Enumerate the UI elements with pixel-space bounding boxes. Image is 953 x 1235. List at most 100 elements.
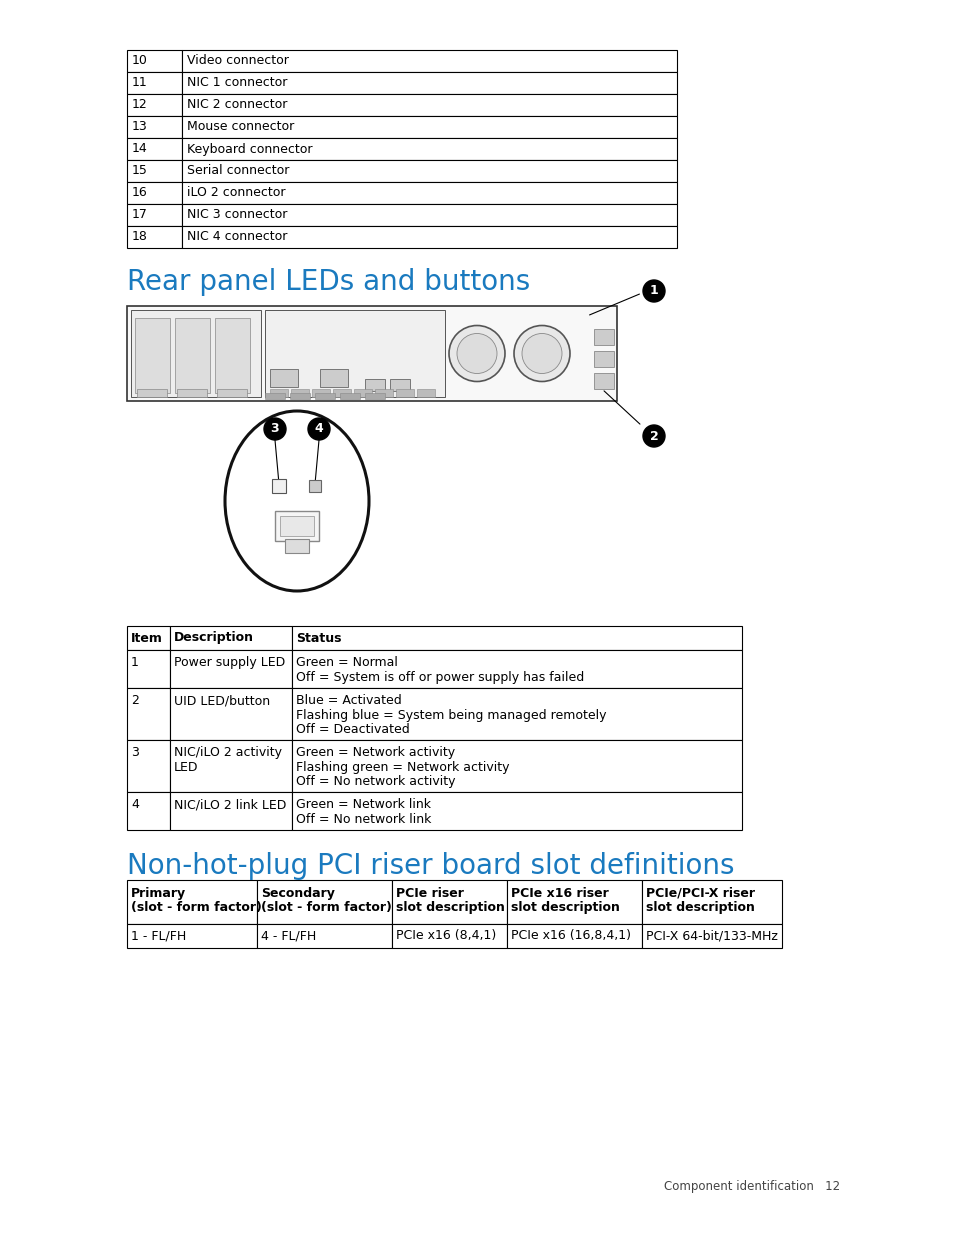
- Text: slot description: slot description: [645, 902, 754, 914]
- Bar: [127, 924, 256, 948]
- Text: 14: 14: [132, 142, 148, 156]
- Text: Component identification   12: Component identification 12: [663, 1179, 840, 1193]
- Bar: [333, 389, 351, 396]
- Text: NIC/iLO 2 link LED: NIC/iLO 2 link LED: [173, 798, 286, 811]
- Bar: [292, 740, 741, 792]
- Bar: [365, 379, 385, 391]
- Text: UID LED/button: UID LED/button: [173, 694, 270, 706]
- Bar: [127, 650, 170, 688]
- Bar: [127, 94, 182, 116]
- Text: Video connector: Video connector: [187, 54, 289, 68]
- Circle shape: [642, 425, 664, 447]
- Bar: [392, 881, 506, 924]
- Bar: [182, 94, 677, 116]
- Text: 15: 15: [132, 164, 148, 178]
- Bar: [256, 924, 392, 948]
- Bar: [506, 924, 641, 948]
- Bar: [319, 369, 348, 387]
- Bar: [127, 161, 182, 182]
- Bar: [354, 389, 372, 396]
- Bar: [641, 924, 781, 948]
- Bar: [280, 516, 314, 536]
- Text: Non-hot-plug PCI riser board slot definitions: Non-hot-plug PCI riser board slot defini…: [127, 852, 734, 881]
- Bar: [177, 389, 207, 396]
- Bar: [291, 389, 309, 396]
- Text: PCIe x16 riser: PCIe x16 riser: [511, 887, 608, 900]
- Circle shape: [449, 326, 504, 382]
- Bar: [131, 310, 261, 396]
- Bar: [170, 740, 292, 792]
- Text: Secondary: Secondary: [261, 887, 335, 900]
- Bar: [292, 792, 741, 830]
- Text: (slot - form factor): (slot - form factor): [261, 902, 392, 914]
- Bar: [292, 688, 741, 740]
- Bar: [170, 792, 292, 830]
- Circle shape: [264, 417, 286, 440]
- Bar: [416, 389, 435, 396]
- Text: NIC/iLO 2 activity: NIC/iLO 2 activity: [173, 746, 282, 760]
- Circle shape: [308, 417, 330, 440]
- Text: 18: 18: [132, 231, 148, 243]
- Bar: [135, 317, 170, 393]
- Text: Power supply LED: Power supply LED: [173, 656, 285, 669]
- Bar: [594, 373, 614, 389]
- Bar: [292, 650, 741, 688]
- Bar: [170, 626, 292, 650]
- Text: slot description: slot description: [395, 902, 504, 914]
- Bar: [127, 688, 170, 740]
- Bar: [265, 393, 285, 399]
- Bar: [127, 226, 182, 248]
- Bar: [309, 480, 320, 492]
- Text: 3: 3: [271, 422, 279, 436]
- Bar: [174, 317, 210, 393]
- Bar: [182, 204, 677, 226]
- Bar: [392, 924, 506, 948]
- Text: 1: 1: [649, 284, 658, 298]
- Text: NIC 2 connector: NIC 2 connector: [187, 99, 287, 111]
- Bar: [641, 881, 781, 924]
- Ellipse shape: [225, 411, 369, 592]
- Bar: [594, 351, 614, 367]
- Text: PCIe x16 (8,4,1): PCIe x16 (8,4,1): [395, 930, 496, 942]
- Bar: [314, 393, 335, 399]
- Text: 11: 11: [132, 77, 148, 89]
- Bar: [182, 138, 677, 161]
- Bar: [182, 182, 677, 204]
- Bar: [339, 393, 359, 399]
- Bar: [127, 881, 256, 924]
- Text: Flashing green = Network activity: Flashing green = Network activity: [295, 761, 509, 773]
- Text: LED: LED: [173, 761, 198, 774]
- Circle shape: [514, 326, 569, 382]
- Bar: [127, 740, 170, 792]
- Bar: [272, 479, 286, 493]
- Bar: [214, 317, 250, 393]
- Bar: [127, 138, 182, 161]
- Text: Status: Status: [295, 631, 341, 645]
- Bar: [270, 369, 297, 387]
- Text: Serial connector: Serial connector: [187, 164, 289, 178]
- Bar: [182, 226, 677, 248]
- Bar: [312, 389, 330, 396]
- Bar: [127, 72, 182, 94]
- Text: PCIe x16 (16,8,4,1): PCIe x16 (16,8,4,1): [511, 930, 630, 942]
- Bar: [395, 389, 414, 396]
- Text: iLO 2 connector: iLO 2 connector: [187, 186, 285, 200]
- Bar: [127, 204, 182, 226]
- Text: Off = No network activity: Off = No network activity: [295, 776, 455, 788]
- Bar: [182, 49, 677, 72]
- Bar: [506, 881, 641, 924]
- Text: PCI-X 64-bit/133-MHz: PCI-X 64-bit/133-MHz: [645, 930, 777, 942]
- Text: Description: Description: [173, 631, 253, 645]
- Bar: [170, 688, 292, 740]
- Text: PCIe/PCI-X riser: PCIe/PCI-X riser: [645, 887, 754, 900]
- Text: NIC 4 connector: NIC 4 connector: [187, 231, 287, 243]
- Bar: [375, 389, 393, 396]
- Bar: [170, 650, 292, 688]
- Text: 2: 2: [649, 430, 658, 442]
- Bar: [290, 393, 310, 399]
- Text: 4: 4: [131, 798, 139, 811]
- Text: NIC 3 connector: NIC 3 connector: [187, 209, 287, 221]
- Text: Green = Network activity: Green = Network activity: [295, 746, 455, 760]
- Text: 4 - FL/FH: 4 - FL/FH: [261, 930, 315, 942]
- Text: NIC 1 connector: NIC 1 connector: [187, 77, 287, 89]
